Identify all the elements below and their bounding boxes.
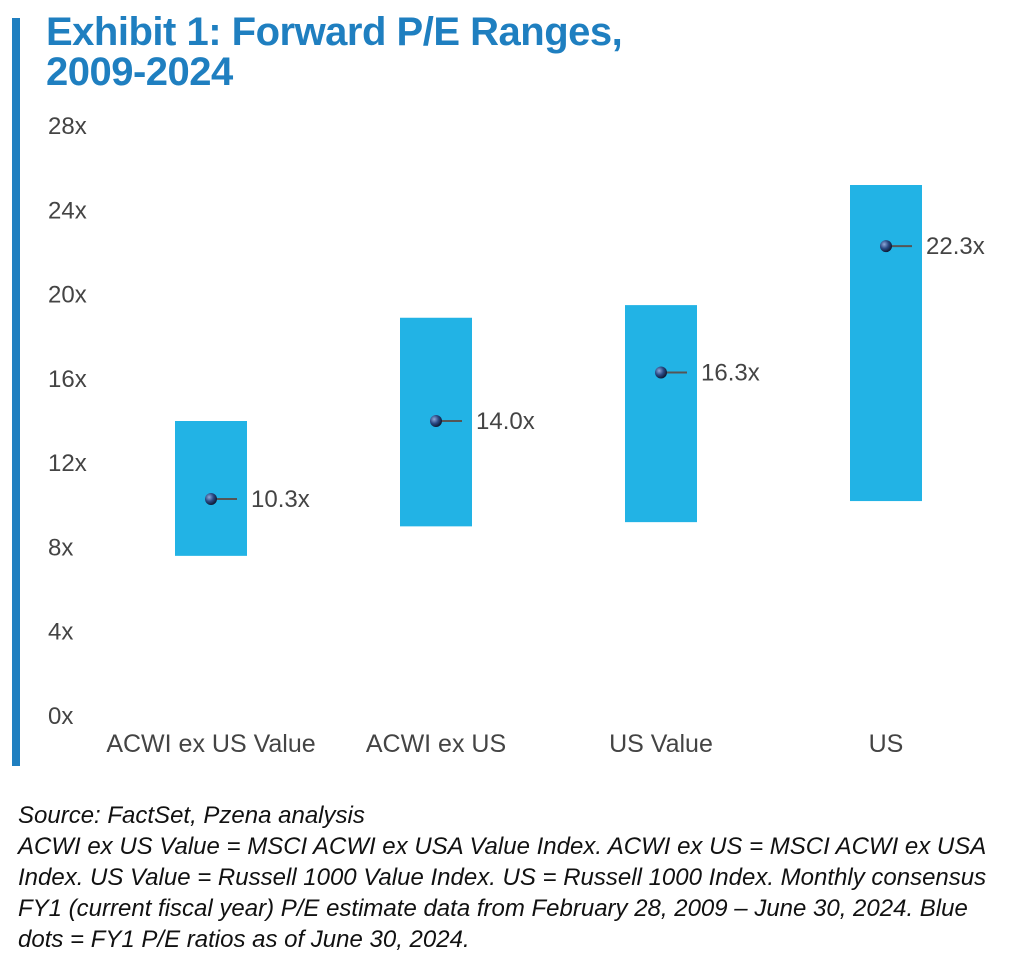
current-value-dot [205, 492, 217, 505]
title-line-2: 2009-2024 [46, 50, 233, 94]
footnote: Source: FactSet, Pzena analysis ACWI ex … [18, 800, 1008, 955]
y-tick-label: 16x [48, 366, 87, 393]
y-tick-label: 28x [48, 113, 87, 140]
category-label: US Value [609, 730, 713, 758]
current-value-dot [655, 366, 667, 379]
current-value-label: 22.3x [926, 233, 985, 260]
y-tick-label: 4x [48, 619, 73, 646]
current-value-dot [430, 415, 442, 427]
y-axis: 0x 4x 8x 12x 16x 20x 24x 28x [48, 113, 87, 730]
range-bars [175, 185, 922, 556]
y-tick-label: 0x [48, 703, 73, 730]
current-value-label: 14.0x [476, 408, 535, 435]
range-bar [850, 185, 922, 502]
chart-title: Exhibit 1: Forward P/E Ranges, 2009-2024 [46, 12, 1006, 92]
category-label: ACWI ex US Value [106, 730, 315, 758]
range-bar [175, 421, 247, 556]
category-label: ACWI ex US [366, 730, 506, 758]
y-tick-label: 24x [48, 197, 87, 224]
y-tick-label: 12x [48, 450, 87, 477]
y-tick-label: 8x [48, 534, 73, 561]
range-bar [625, 305, 697, 523]
category-label: US [869, 730, 904, 758]
current-value-dot [880, 240, 892, 253]
x-axis: ACWI ex US Value ACWI ex US US Value US [106, 730, 903, 758]
source-note: Source: FactSet, Pzena analysis [18, 802, 365, 829]
accent-bar [12, 18, 20, 766]
pe-range-chart: 0x 4x 8x 12x 16x 20x 24x 28x 10.3x 14.0x 16.3x 22.… [48, 113, 985, 758]
current-value-label: 10.3x [251, 486, 310, 513]
current-markers: 10.3x 14.0x 16.3x 22.3x [205, 233, 985, 513]
title-line-1: Exhibit 1: Forward P/E Ranges, [46, 10, 623, 54]
current-value-label: 16.3x [701, 360, 760, 387]
y-tick-label: 20x [48, 282, 87, 309]
index-definitions: ACWI ex US Value = MSCI ACWI ex USA Valu… [18, 833, 987, 953]
